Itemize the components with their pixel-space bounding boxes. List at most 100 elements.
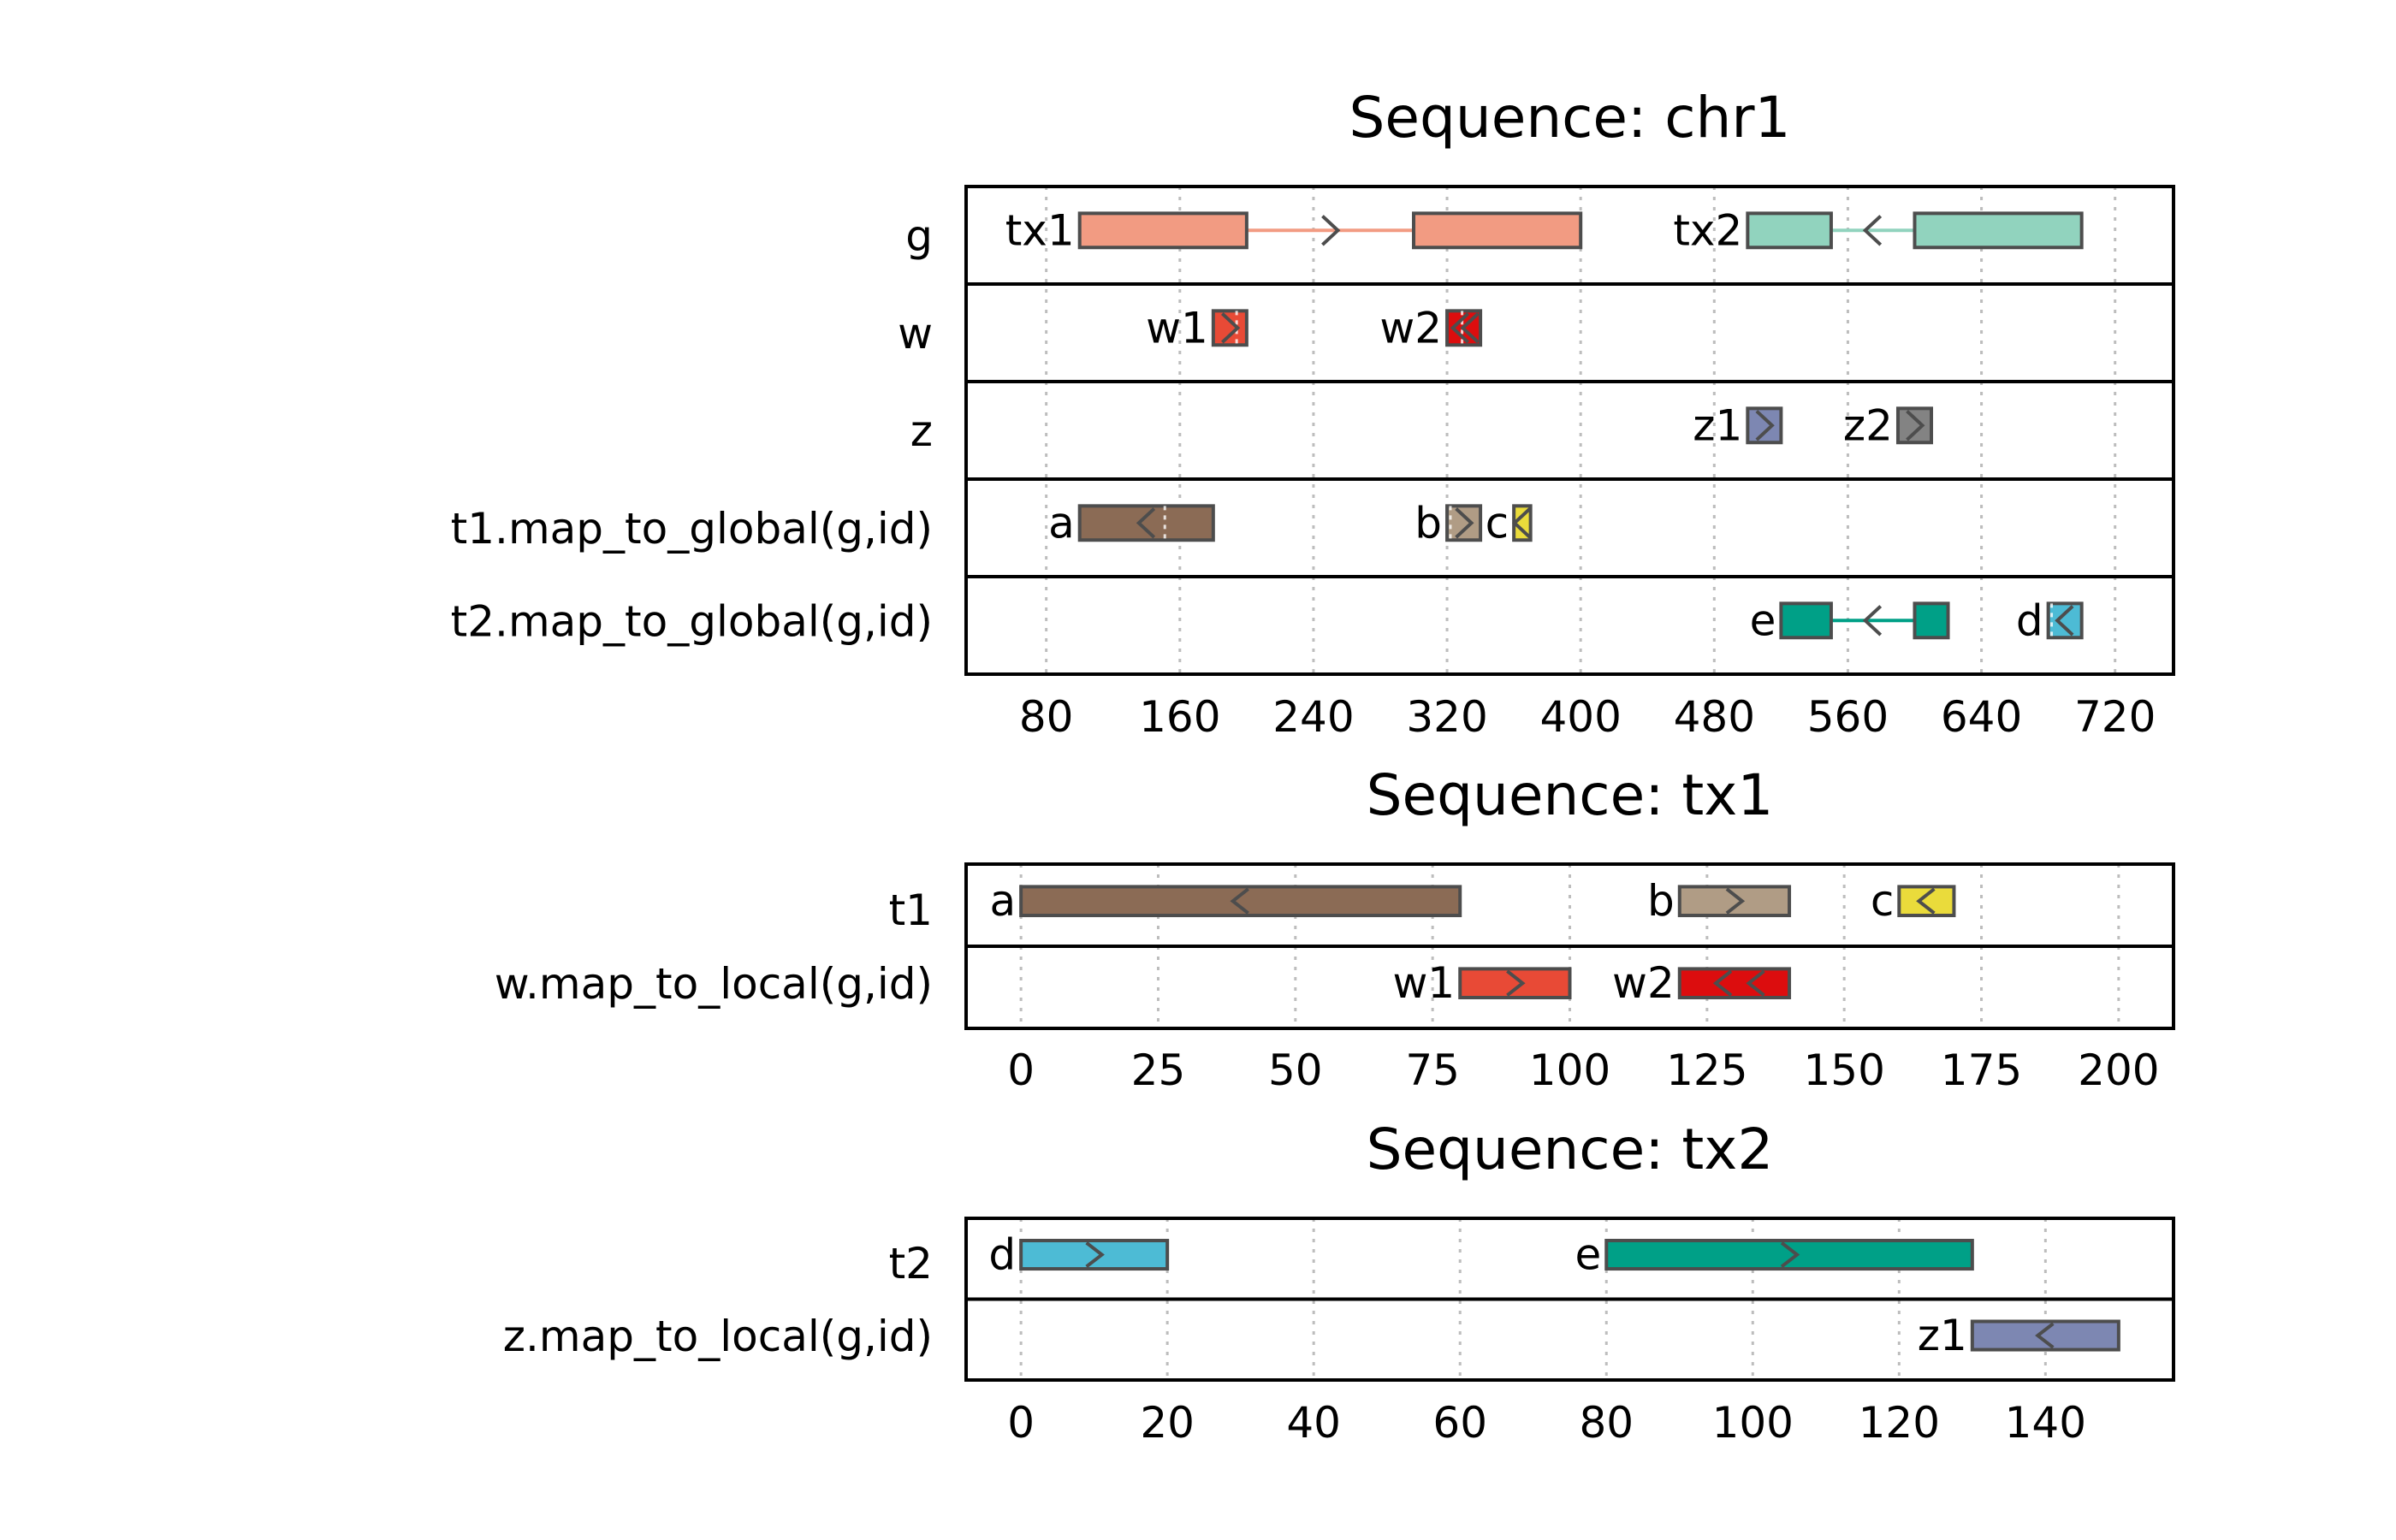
feature-label: w2 — [1379, 303, 1442, 352]
strand-arrow — [1136, 507, 1156, 539]
feature-bar — [1077, 504, 1215, 542]
panel-1-tick-label: 320 — [1406, 692, 1487, 742]
strand-arrow — [1755, 410, 1775, 441]
strand-arrow — [1460, 312, 1480, 344]
track-label: t1 — [889, 886, 933, 935]
feature-bar — [1895, 406, 1934, 445]
strand-arrow — [2055, 605, 2074, 637]
feature-label: z1 — [1693, 400, 1742, 450]
panel-1-track-frame — [964, 575, 2175, 676]
strand-arrow — [1455, 507, 1474, 539]
panel-1-track-frame — [964, 380, 2175, 481]
panel-3-tick-label: 100 — [1712, 1398, 1794, 1448]
feature-label: a — [989, 876, 1016, 926]
feature-label: d — [988, 1230, 1016, 1280]
feature-bar — [1019, 1238, 1170, 1271]
panel-2-tick-label: 75 — [1405, 1045, 1460, 1095]
panel-2-tick-label: 100 — [1529, 1045, 1610, 1095]
strand-arrow — [1746, 969, 1765, 997]
feature-label: w1 — [1146, 303, 1208, 352]
strand-arrow — [1321, 215, 1341, 246]
feature-label: z2 — [1843, 400, 1893, 450]
feature-label: b — [1647, 876, 1675, 926]
panel-2-tick-label: 200 — [2078, 1045, 2159, 1095]
track-label: w — [898, 309, 933, 358]
feature-bar — [1445, 504, 1483, 542]
strand-arrow — [1450, 312, 1470, 344]
feature-bar — [1604, 1238, 1974, 1271]
panel-1-tick-label: 720 — [2074, 692, 2156, 742]
track-label: w.map_to_local(g,id) — [495, 959, 933, 1009]
panel-2-tick-label: 125 — [1666, 1045, 1747, 1095]
feature-bar — [1913, 601, 1950, 640]
panel-2-tick-label: 175 — [1941, 1045, 2022, 1095]
feature-label: w1 — [1393, 958, 1456, 1008]
track-label: t2 — [889, 1239, 933, 1288]
feature-bar — [1970, 1319, 2120, 1352]
panel-3-tick-label: 40 — [1286, 1398, 1341, 1448]
track-label: t2.map_to_global(g,id) — [451, 596, 933, 646]
feature-label: c — [1871, 876, 1895, 926]
feature-label: e — [1750, 595, 1776, 645]
feature-label: w2 — [1612, 958, 1675, 1008]
panel-1-tick-label: 240 — [1272, 692, 1354, 742]
panel-1-title: Sequence: chr1 — [1349, 85, 1790, 151]
panel-1-tick-label: 480 — [1674, 692, 1755, 742]
strand-arrow — [1712, 969, 1733, 997]
panel-2-tick-label: 150 — [1803, 1045, 1884, 1095]
strand-arrow — [1916, 887, 1936, 915]
track-label: g — [905, 211, 933, 261]
strand-arrow — [1862, 215, 1883, 246]
panel-3-tick-label: 80 — [1579, 1398, 1634, 1448]
panel-3-title: Sequence: tx2 — [1367, 1116, 1774, 1182]
strand-arrow — [1862, 605, 1883, 637]
feature-label: d — [2016, 595, 2043, 645]
feature-label: tx2 — [1673, 205, 1742, 255]
feature-label: c — [1486, 498, 1509, 548]
panel-1-tick-label: 400 — [1539, 692, 1621, 742]
feature-label: a — [1048, 498, 1075, 548]
feature-label: z1 — [1918, 1311, 1967, 1360]
panel-2-track-frame — [964, 945, 2175, 1030]
strand-arrow — [1230, 887, 1249, 915]
feature-bar — [1677, 885, 1792, 918]
feature-bar — [1412, 211, 1583, 250]
strand-arrow — [1511, 507, 1532, 539]
panel-2-title: Sequence: tx1 — [1367, 762, 1774, 828]
feature-bar — [1077, 211, 1248, 250]
panel-2-tick-label: 0 — [1007, 1045, 1035, 1095]
track-label: z.map_to_local(g,id) — [503, 1312, 933, 1361]
panel-1-tick-label: 560 — [1807, 692, 1889, 742]
panel-2-tick-label: 50 — [1268, 1045, 1323, 1095]
strand-arrow — [1725, 887, 1746, 915]
strand-arrow — [1906, 410, 1925, 441]
feature-bar — [2046, 601, 2084, 640]
panel-3-tick-label: 120 — [1859, 1398, 1940, 1448]
panel-1-tick-label: 160 — [1139, 692, 1220, 742]
track-label: t1.map_to_global(g,id) — [451, 504, 933, 554]
strand-arrow — [1506, 969, 1526, 997]
panel-3-track-frame — [964, 1297, 2175, 1382]
panel-2-tick-label: 25 — [1131, 1045, 1186, 1095]
strand-arrow — [2035, 1322, 2055, 1349]
feature-bar — [1779, 601, 1833, 640]
panel-3-tick-label: 0 — [1007, 1398, 1035, 1448]
strand-arrow — [1780, 1241, 1800, 1269]
panel-1-tick-label: 640 — [1941, 692, 2022, 742]
strand-arrow — [1220, 312, 1241, 344]
panel-3-tick-label: 140 — [2005, 1398, 2086, 1448]
feature-bar — [1458, 967, 1572, 1000]
track-label: z — [910, 406, 933, 456]
feature-bar — [1746, 406, 1783, 445]
feature-bar — [1746, 211, 1833, 250]
feature-label: e — [1575, 1230, 1601, 1280]
feature-label: tx1 — [1005, 205, 1075, 255]
strand-arrow — [1085, 1241, 1105, 1269]
feature-bar — [1211, 309, 1248, 347]
feature-label: b — [1414, 498, 1442, 548]
panel-1-tick-label: 80 — [1019, 692, 1074, 742]
feature-bar — [1019, 885, 1462, 918]
panel-3-tick-label: 20 — [1140, 1398, 1195, 1448]
feature-bar — [1913, 211, 2084, 250]
